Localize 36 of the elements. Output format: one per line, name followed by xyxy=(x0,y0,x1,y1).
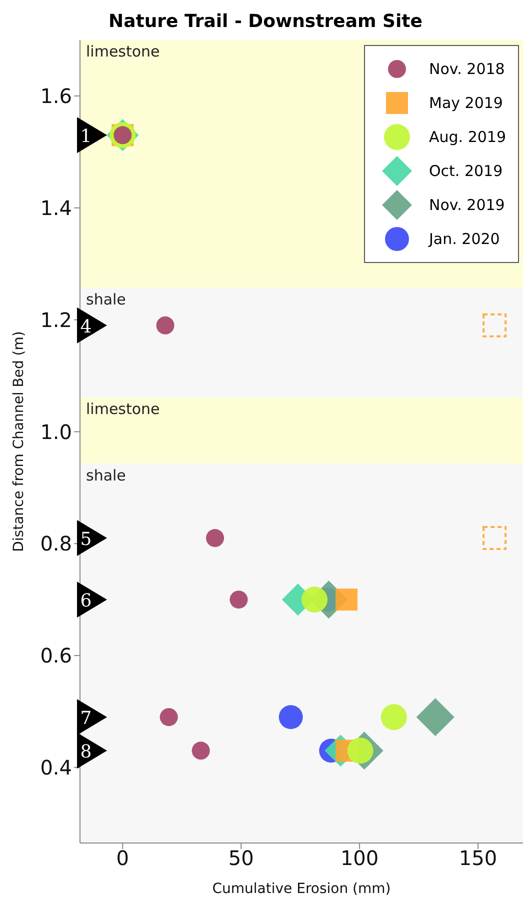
y-tick-label: 1.0 xyxy=(40,420,72,444)
annotation: 7 xyxy=(80,708,92,730)
x-tick-label: 150 xyxy=(458,846,498,870)
band-label: shale xyxy=(86,290,126,309)
annotation: 8 xyxy=(80,742,92,763)
pointer-icon: 5 xyxy=(77,520,107,556)
y-tick-label: 1.2 xyxy=(40,308,72,332)
band-label: limestone xyxy=(86,400,160,418)
legend-label: Nov. 2019 xyxy=(429,196,505,214)
legend-label: Aug. 2019 xyxy=(429,128,506,146)
x-tick-label: 0 xyxy=(116,846,130,870)
y-tick-label: 1.6 xyxy=(40,84,72,108)
x-tick-label: 100 xyxy=(340,846,379,870)
legend-label: Oct. 2019 xyxy=(429,162,503,180)
pointer-icon: 6 xyxy=(77,582,107,618)
legend-label: Nov. 2018 xyxy=(429,60,505,78)
y-tick-label: 1.4 xyxy=(40,196,72,220)
y-tick-label: 0.4 xyxy=(40,756,72,780)
chart-title: Nature Trail - Downstream Site xyxy=(108,10,424,34)
y-tick-label: 0.8 xyxy=(40,532,72,556)
legend-label: Jan. 2020 xyxy=(429,230,500,248)
pointer-icon: 7 xyxy=(77,699,107,736)
pointer-icon: 8 xyxy=(77,732,107,769)
band-label: shale xyxy=(86,466,126,484)
annotation: 4 xyxy=(80,316,92,338)
legend-label: May 2019 xyxy=(429,94,503,112)
y-axis-title: Distance from Channel Bed (m) xyxy=(10,331,27,552)
pointer-icon: 1 xyxy=(77,117,107,154)
annotation: 6 xyxy=(80,590,92,612)
pointer-icon: 4 xyxy=(77,307,107,344)
annotation: 5 xyxy=(80,529,92,550)
y-tick-label: 0.6 xyxy=(40,644,72,668)
band-label: limestone xyxy=(86,42,160,61)
x-tick-label: 50 xyxy=(228,846,254,870)
annotation: 1 xyxy=(80,126,92,148)
x-axis-title: Cumulative Erosion (mm) xyxy=(212,881,391,897)
